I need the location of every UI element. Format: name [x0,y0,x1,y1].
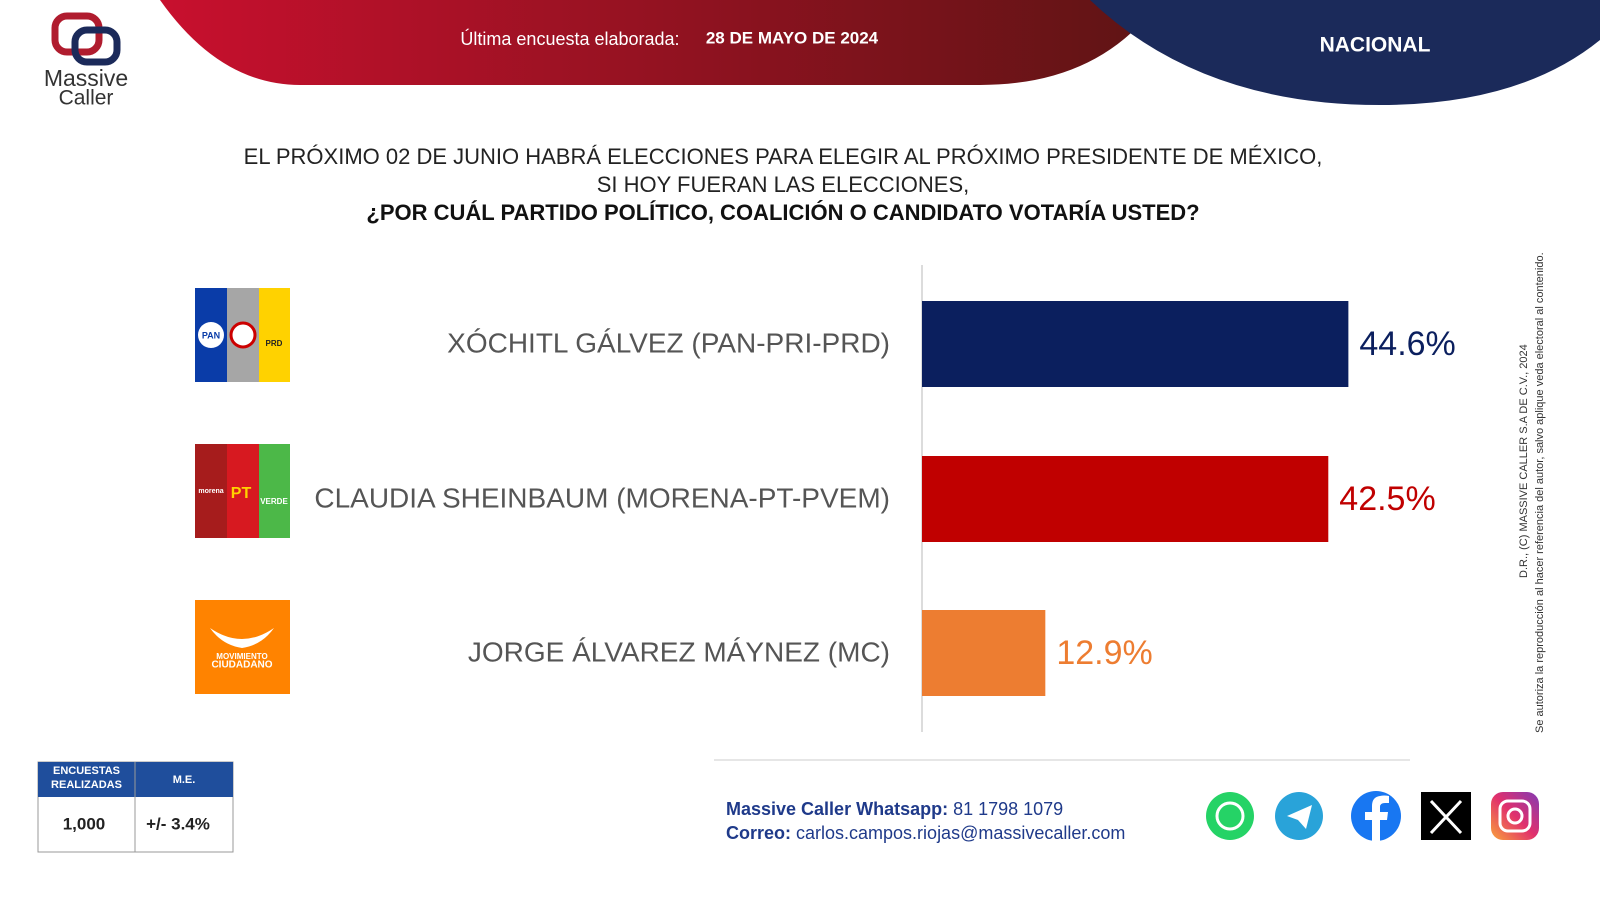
question: ¿POR CUÁL PARTIDO POLÍTICO, COALICIÓN O … [366,200,1199,225]
table-cell: +/- 3.4% [146,814,210,833]
contact: Massive Caller Whatsapp: 81 1798 1079 [726,799,1063,819]
logo-text: PT [231,485,252,502]
x-icon[interactable] [1421,792,1471,840]
logo-text: CIUDADANO [211,660,272,671]
category-label: JORGE ÁLVAREZ MÁYNEZ (MC) [468,636,890,667]
contact-value: carlos.campos.riojas@massivecaller.com [796,823,1125,843]
telegram-icon[interactable] [1275,792,1323,840]
facebook-icon[interactable] [1351,791,1401,841]
logo-text: morena [198,488,223,495]
logo-text: PAN [202,330,220,340]
value-label: 12.9% [1056,634,1152,672]
logo-text: MOVIMIENTO [216,652,267,661]
logo-text: PRD [266,339,283,348]
value-label: 42.5% [1339,480,1435,518]
survey-date: 28 DE MAYO DE 2024 [706,28,879,47]
copyright: D.R., (C) MASSIVE CALLER S.A DE C.V., 20… [1518,344,1530,578]
copyright: Se autoriza la reproducción al hacer ref… [1534,252,1546,733]
category-label: CLAUDIA SHEINBAUM (MORENA-PT-PVEM) [314,482,890,513]
scope: NACIONAL [1320,34,1431,57]
whatsapp-icon[interactable] [1206,792,1254,840]
sample-table: ENCUESTAS REALIZADAS M.E. 1,000 +/- 3.4% [37,761,234,853]
table-cell: 1,000 [63,814,106,833]
party-logo: MOVIMIENTO CIUDADANO [195,600,290,694]
party-logo: morena PT VERDE [195,444,290,538]
contact: Correo: carlos.campos.riojas@massivecalle… [726,823,1125,843]
brand-name: Massive [44,65,128,91]
contact-label: Correo: [726,823,791,843]
table-header: ENCUESTAS REALIZADAS [51,765,122,791]
question: SI HOY FUERAN LAS ELECCIONES, [597,172,969,197]
header-band [160,0,1160,85]
bar [922,456,1329,542]
party-logo: PAN PRD [195,288,290,382]
value-label: 44.6% [1359,325,1455,363]
contact-label: Massive Caller Whatsapp: [726,799,948,819]
table-header: M.E. [173,774,196,786]
brand-name: Caller [59,87,114,110]
contact-value: 81 1798 1079 [953,799,1063,819]
question: EL PRÓXIMO 02 DE JUNIO HABRÁ ELECCIONES … [244,144,1323,169]
scope-band [1090,0,1600,105]
survey-label: Última encuesta elaborada: [460,28,679,49]
bars: XÓCHITL GÁLVEZ (PAN-PRI-PRD) 44.6% CLAUDIA… [314,301,1456,696]
logo-text: VERDE [260,497,288,506]
bar [922,610,1046,696]
bar [922,301,1349,387]
instagram-icon[interactable] [1491,792,1539,840]
category-label: XÓCHITL GÁLVEZ (PAN-PRI-PRD) [447,327,890,358]
brand-logo: Massive Caller [44,12,128,110]
